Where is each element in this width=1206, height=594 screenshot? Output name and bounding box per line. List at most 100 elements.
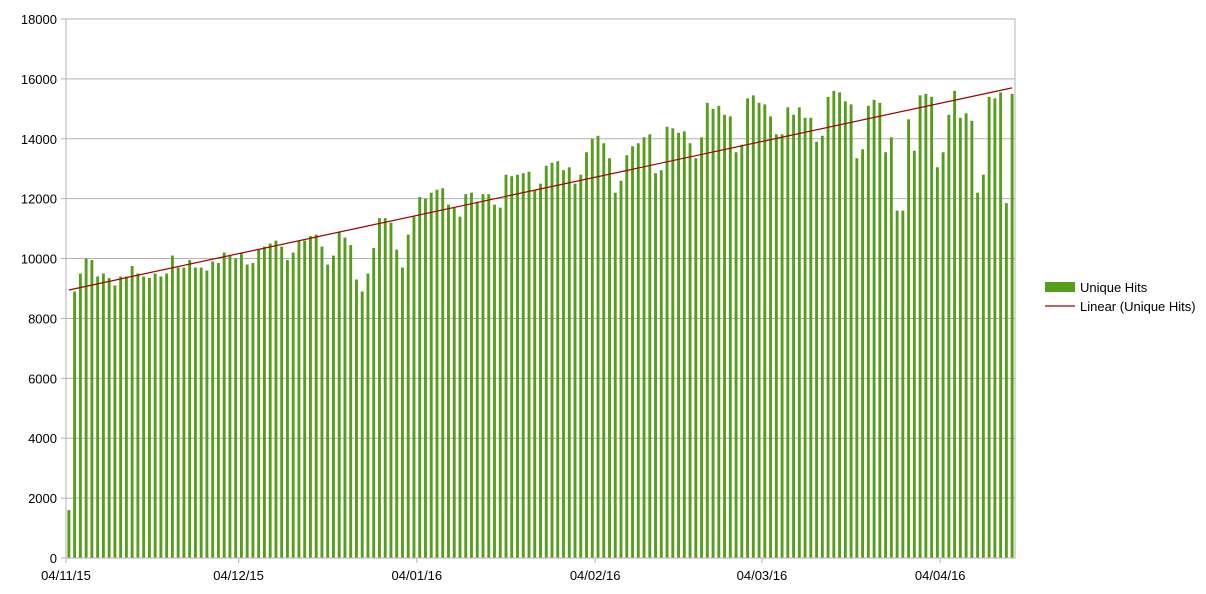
bar (510, 176, 514, 558)
bar (924, 93, 928, 559)
bar (590, 138, 594, 558)
bar (188, 260, 192, 558)
bar (769, 116, 772, 558)
bar (562, 170, 565, 558)
bar (694, 158, 698, 559)
bar (96, 276, 100, 558)
bar (309, 236, 312, 558)
bar (211, 261, 215, 558)
bar (832, 90, 836, 559)
x-tick-label: 04/11/15 (41, 568, 91, 583)
bar (935, 167, 939, 559)
bar (383, 218, 387, 558)
bar (337, 231, 341, 559)
bar (475, 201, 479, 558)
bar (67, 510, 71, 558)
bar (797, 107, 801, 558)
bar (245, 264, 249, 558)
bar (286, 260, 289, 558)
x-tick-label: 04/02/16 (570, 568, 621, 583)
bar (711, 108, 715, 558)
y-axis-ticks: 0 2000 4000 6000 8000 10000 12000 14000 16000 180… (21, 12, 66, 566)
legend-label-unique-hits: Unique Hits (1080, 280, 1148, 295)
bar (820, 135, 824, 558)
bar (573, 183, 577, 558)
bar (498, 207, 502, 558)
plot-frame (65, 18, 1016, 559)
bar (907, 119, 911, 558)
bar (280, 246, 284, 558)
bar (119, 276, 123, 558)
legend-swatch-unique-hits (1045, 282, 1075, 292)
bar (447, 204, 450, 558)
bar (780, 134, 784, 559)
bar (999, 92, 1003, 559)
bar (216, 263, 220, 558)
bar (257, 249, 261, 558)
bar (378, 218, 381, 558)
bar (700, 137, 703, 558)
bar (320, 246, 324, 558)
bar (849, 104, 853, 558)
x-tick-label: 04/01/16 (392, 568, 443, 583)
bar (665, 126, 669, 559)
bar (964, 113, 968, 558)
bar (930, 96, 934, 559)
y-tick-label: 6000 (28, 371, 57, 386)
bar (493, 204, 496, 558)
legend-label-trendline: Linear (Unique Hits) (1080, 299, 1196, 314)
bar (124, 276, 128, 558)
bar (239, 252, 243, 558)
bar (297, 240, 301, 558)
bar (889, 137, 893, 558)
x-tick-label: 04/03/16 (737, 568, 788, 583)
bar (746, 98, 749, 558)
bar (677, 132, 680, 559)
bar (654, 173, 657, 558)
bar (130, 266, 134, 558)
bar (1004, 203, 1008, 558)
bar (153, 273, 157, 558)
bar (314, 234, 318, 558)
bar (953, 90, 957, 559)
bar (90, 260, 94, 558)
bar (855, 158, 859, 559)
bar (222, 252, 226, 558)
bar (516, 174, 519, 558)
bar (332, 255, 335, 558)
bar (556, 161, 560, 559)
bar (355, 279, 358, 558)
bar (895, 210, 899, 558)
bar (792, 114, 796, 558)
bar (291, 252, 295, 558)
bar (452, 207, 456, 558)
bar (803, 117, 807, 558)
y-tick-label: 14000 (21, 132, 57, 147)
bar (159, 276, 163, 558)
bar (826, 96, 830, 559)
bar (303, 240, 307, 558)
bar (682, 131, 686, 559)
bar (987, 96, 991, 559)
bar (878, 102, 882, 558)
bar (688, 143, 692, 558)
x-tick-label: 04/04/16 (915, 568, 966, 583)
y-tick-label: 4000 (28, 431, 57, 446)
bar (757, 102, 761, 558)
bar (435, 189, 439, 558)
bar (372, 248, 376, 558)
bar (193, 267, 197, 558)
bar (176, 267, 180, 558)
bar (619, 180, 623, 558)
bar (602, 143, 606, 558)
bar (544, 165, 548, 559)
bar (326, 264, 330, 558)
bar (648, 134, 652, 559)
bar (705, 102, 709, 558)
bar (958, 117, 962, 558)
trendline (68, 87, 1013, 291)
bar (912, 150, 916, 558)
bar (625, 155, 629, 558)
bar (843, 101, 847, 558)
bar (866, 105, 870, 558)
